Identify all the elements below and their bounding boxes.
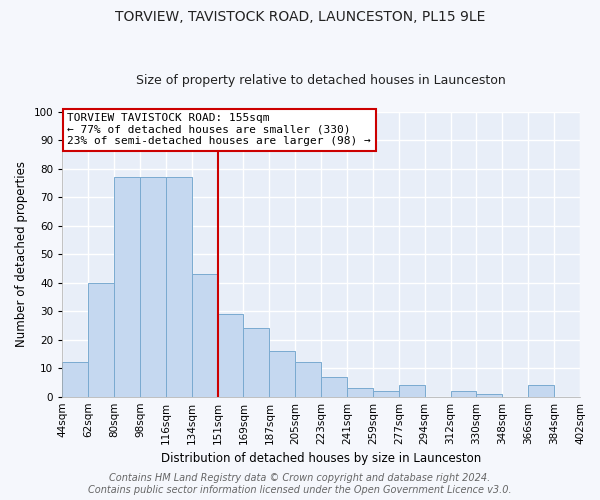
- Bar: [399, 386, 425, 396]
- X-axis label: Distribution of detached houses by size in Launceston: Distribution of detached houses by size …: [161, 452, 481, 465]
- Bar: [347, 388, 373, 396]
- Bar: [528, 386, 554, 396]
- Bar: [140, 178, 166, 396]
- Text: Contains HM Land Registry data © Crown copyright and database right 2024.
Contai: Contains HM Land Registry data © Crown c…: [88, 474, 512, 495]
- Bar: [114, 178, 140, 396]
- Title: Size of property relative to detached houses in Launceston: Size of property relative to detached ho…: [136, 74, 506, 87]
- Bar: [191, 274, 218, 396]
- Bar: [88, 282, 114, 397]
- Bar: [451, 391, 476, 396]
- Bar: [269, 351, 295, 397]
- Bar: [218, 314, 244, 396]
- Bar: [321, 376, 347, 396]
- Bar: [373, 391, 399, 396]
- Bar: [295, 362, 321, 396]
- Text: TORVIEW TAVISTOCK ROAD: 155sqm
← 77% of detached houses are smaller (330)
23% of: TORVIEW TAVISTOCK ROAD: 155sqm ← 77% of …: [67, 113, 371, 146]
- Y-axis label: Number of detached properties: Number of detached properties: [15, 161, 28, 347]
- Bar: [166, 178, 191, 396]
- Bar: [476, 394, 502, 396]
- Bar: [62, 362, 88, 396]
- Bar: [244, 328, 269, 396]
- Text: TORVIEW, TAVISTOCK ROAD, LAUNCESTON, PL15 9LE: TORVIEW, TAVISTOCK ROAD, LAUNCESTON, PL1…: [115, 10, 485, 24]
